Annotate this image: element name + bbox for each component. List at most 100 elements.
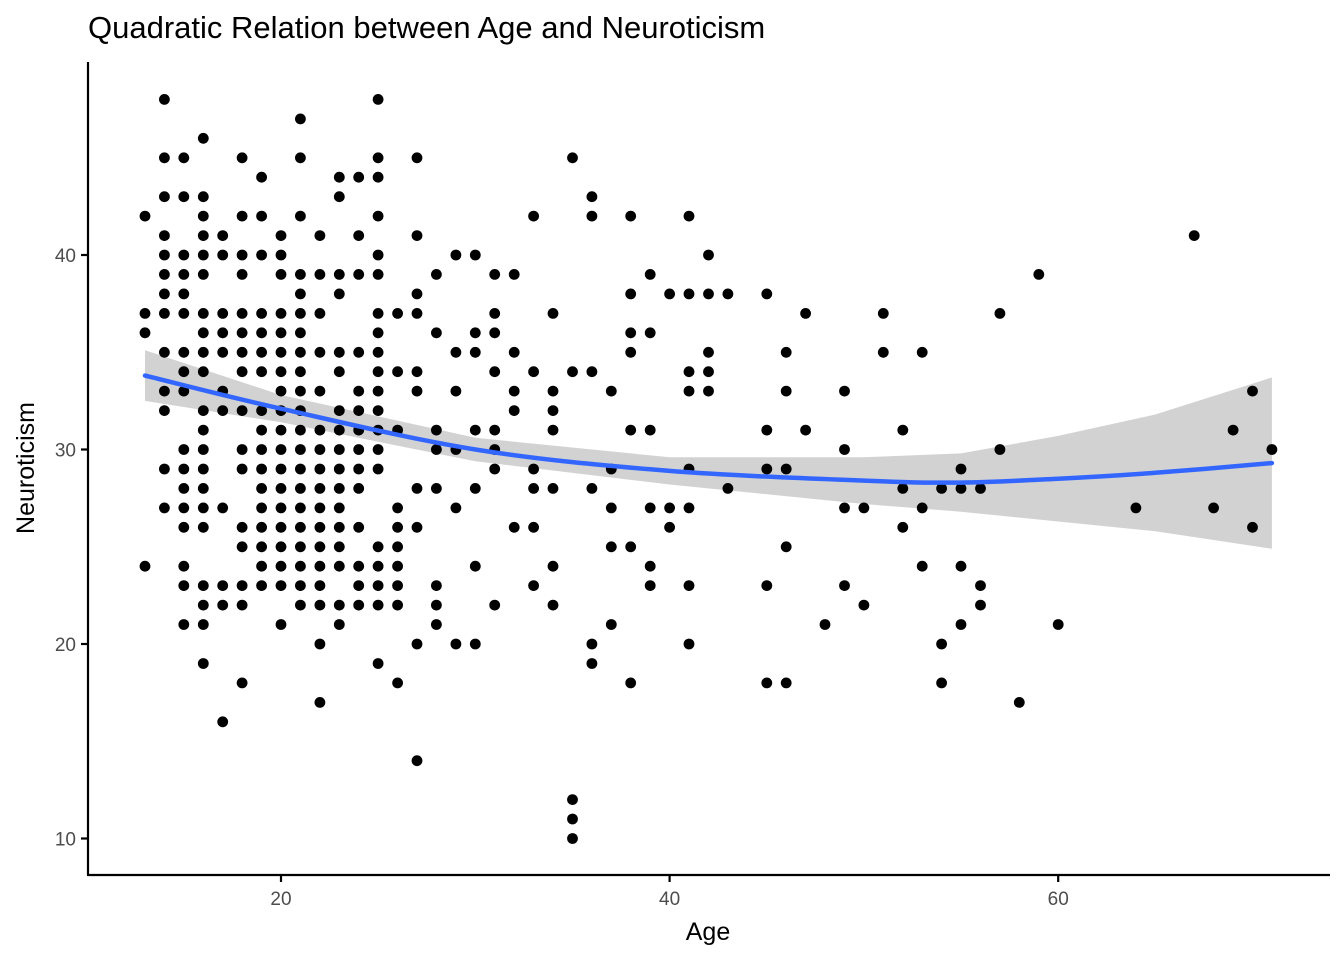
data-point bbox=[411, 230, 423, 242]
data-point bbox=[159, 385, 170, 397]
data-point bbox=[314, 560, 326, 572]
data-point bbox=[431, 269, 442, 280]
data-point bbox=[217, 346, 229, 358]
data-point bbox=[236, 463, 248, 475]
data-point bbox=[314, 502, 326, 514]
data-point bbox=[780, 463, 792, 475]
data-point bbox=[780, 677, 792, 689]
data-point bbox=[508, 521, 520, 533]
data-point bbox=[567, 794, 578, 805]
data-point bbox=[1013, 697, 1025, 708]
data-point bbox=[703, 249, 714, 261]
data-point bbox=[333, 346, 345, 358]
data-point bbox=[217, 716, 229, 728]
data-point bbox=[372, 560, 384, 572]
data-point bbox=[275, 444, 287, 455]
data-point bbox=[392, 541, 403, 553]
data-point bbox=[295, 288, 306, 300]
data-point bbox=[197, 327, 209, 339]
x-tick-label: 40 bbox=[659, 889, 680, 910]
data-point bbox=[372, 463, 384, 475]
data-point bbox=[236, 541, 248, 553]
data-point bbox=[139, 210, 151, 222]
data-point bbox=[256, 366, 267, 378]
data-point bbox=[159, 346, 170, 358]
data-point bbox=[625, 288, 637, 300]
data-point bbox=[275, 366, 287, 378]
data-point bbox=[314, 638, 326, 650]
data-point bbox=[975, 580, 986, 591]
data-point bbox=[314, 308, 326, 319]
data-point bbox=[256, 249, 267, 261]
data-point bbox=[372, 405, 384, 416]
data-point bbox=[625, 677, 637, 689]
data-point bbox=[508, 346, 520, 358]
data-point bbox=[256, 327, 267, 339]
data-point bbox=[528, 580, 539, 591]
data-point bbox=[372, 385, 384, 397]
data-point bbox=[159, 308, 170, 319]
data-point bbox=[392, 677, 403, 689]
data-point bbox=[333, 463, 345, 475]
data-point bbox=[295, 560, 306, 572]
data-point bbox=[800, 308, 811, 319]
data-point bbox=[431, 424, 442, 436]
data-point bbox=[1208, 502, 1219, 514]
data-point bbox=[256, 483, 267, 494]
data-point bbox=[314, 541, 326, 553]
data-point bbox=[877, 308, 889, 319]
data-point bbox=[197, 483, 209, 494]
data-point bbox=[314, 444, 326, 455]
data-point bbox=[916, 560, 928, 572]
data-point bbox=[839, 385, 850, 397]
data-point bbox=[936, 483, 947, 494]
data-point bbox=[197, 210, 209, 222]
x-axis-title: Age bbox=[686, 918, 730, 946]
data-point bbox=[295, 483, 306, 494]
data-point bbox=[372, 327, 384, 339]
data-point bbox=[392, 580, 403, 591]
data-point bbox=[295, 463, 306, 475]
data-point bbox=[333, 541, 345, 553]
data-point bbox=[256, 210, 267, 222]
data-point bbox=[431, 444, 442, 455]
data-point bbox=[353, 171, 365, 183]
y-tick-label: 40 bbox=[55, 246, 76, 267]
data-point bbox=[159, 269, 170, 280]
data-point bbox=[839, 580, 850, 591]
data-point bbox=[897, 483, 909, 494]
data-point bbox=[178, 308, 190, 319]
data-point bbox=[256, 405, 267, 416]
data-point bbox=[217, 580, 229, 591]
data-point bbox=[547, 483, 559, 494]
data-point bbox=[178, 366, 190, 378]
data-point bbox=[372, 269, 384, 280]
data-point bbox=[1033, 269, 1045, 280]
data-point bbox=[256, 580, 267, 591]
data-point bbox=[353, 269, 365, 280]
data-point bbox=[450, 638, 462, 650]
data-point bbox=[916, 346, 928, 358]
data-point bbox=[236, 308, 248, 319]
data-point bbox=[994, 444, 1006, 455]
data-point bbox=[411, 366, 423, 378]
data-point bbox=[295, 424, 306, 436]
data-point bbox=[761, 424, 773, 436]
data-point bbox=[275, 230, 287, 242]
data-point bbox=[217, 405, 229, 416]
data-point bbox=[178, 560, 190, 572]
data-point bbox=[955, 619, 967, 630]
data-point bbox=[295, 346, 306, 358]
data-point bbox=[431, 327, 442, 339]
data-point bbox=[159, 288, 170, 300]
data-point bbox=[683, 210, 695, 222]
data-point bbox=[392, 366, 403, 378]
data-point bbox=[295, 113, 306, 125]
data-point bbox=[586, 191, 598, 203]
data-point bbox=[450, 502, 462, 514]
data-point bbox=[411, 308, 423, 319]
data-point bbox=[547, 424, 559, 436]
data-point bbox=[431, 580, 442, 591]
data-point bbox=[703, 366, 714, 378]
data-point bbox=[275, 521, 287, 533]
